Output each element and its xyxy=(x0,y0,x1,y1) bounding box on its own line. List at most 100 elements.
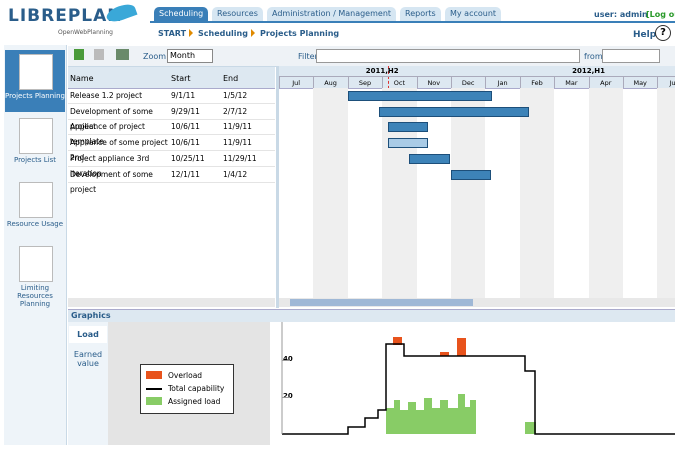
month-shade xyxy=(382,88,417,298)
gantt-bar[interactable] xyxy=(409,153,451,164)
cell: Project appliance 3rd iteration xyxy=(70,153,150,178)
gantt-bar[interactable] xyxy=(451,169,491,180)
month-shade xyxy=(313,88,348,298)
filter-input[interactable] xyxy=(316,49,580,63)
cell: 11/29/11 xyxy=(223,153,257,163)
sidebar-item[interactable]: Projects List xyxy=(13,156,57,164)
y-tick xyxy=(282,360,290,361)
nav-tab[interactable]: Scheduling xyxy=(154,7,209,21)
period-label: 2012,H1 xyxy=(485,67,675,77)
scroll-thumb[interactable] xyxy=(290,299,473,306)
table-row[interactable]: Appliance of project template 10/6/11 11/9… xyxy=(68,119,275,146)
table-row[interactable]: Development of some project 12/1/11 1/4/12 xyxy=(68,167,275,194)
sidebar-item[interactable]: Limiting Resources Planning xyxy=(17,284,53,308)
column-header: Start xyxy=(171,74,191,83)
y-tick-label: 20 xyxy=(283,392,293,400)
month-divider xyxy=(451,77,452,88)
table-row[interactable]: Development of some project 9/29/11 2/7/12 xyxy=(68,104,275,131)
y-tick xyxy=(282,397,290,398)
copy-button[interactable] xyxy=(94,49,104,60)
legend-swatch xyxy=(146,388,162,390)
month-label: Aug xyxy=(324,79,337,87)
legend-swatch xyxy=(146,371,162,379)
month-label: Sep xyxy=(358,79,372,87)
month-shade xyxy=(451,88,486,298)
gantt-bar[interactable] xyxy=(379,106,529,117)
nav-tab[interactable]: Reports xyxy=(400,7,441,21)
graphics-header xyxy=(68,309,675,322)
breadcrumb[interactable]: Projects Planning xyxy=(260,29,340,38)
graphics-tab[interactable]: Load xyxy=(69,326,107,343)
month-divider xyxy=(347,77,349,88)
table-row[interactable]: Release 1.2 project 9/1/11 1/5/12 xyxy=(68,88,275,104)
month-divider xyxy=(588,77,590,88)
sidebar-icon[interactable] xyxy=(19,182,53,218)
column-header: Name xyxy=(70,74,94,83)
month-divider xyxy=(279,77,280,88)
sidebar-icon[interactable] xyxy=(19,54,53,90)
cell: 1/5/12 xyxy=(223,91,248,100)
month-shade xyxy=(588,88,623,298)
y-tick-label: 40 xyxy=(283,355,293,363)
table-row[interactable]: Appliance of some project 2nd 10/6/11 11/9… xyxy=(68,135,275,162)
month-label: Jan xyxy=(497,79,508,87)
cell: Appliance of project template xyxy=(70,122,145,147)
month-label: Jun xyxy=(669,79,675,87)
month-divider xyxy=(657,77,659,88)
cell: Development of some project xyxy=(70,106,153,131)
print-button[interactable] xyxy=(116,49,129,60)
logo: LIBREPLAN xyxy=(8,6,123,26)
month-label: Nov xyxy=(427,79,441,87)
cell: 10/6/11 xyxy=(171,122,200,132)
breadcrumb[interactable]: START xyxy=(158,29,187,38)
new-button[interactable] xyxy=(74,49,84,60)
gantt-bar[interactable] xyxy=(347,91,492,101)
nav-tab[interactable]: My account xyxy=(445,7,502,21)
legend-label: Assigned load xyxy=(168,397,221,406)
sidebar-icon[interactable] xyxy=(19,118,53,154)
table-row[interactable]: Project appliance 3rd iteration 10/25/11 1… xyxy=(68,151,275,178)
month-label: Apr xyxy=(600,79,612,87)
zoom-select[interactable]: Month xyxy=(167,49,213,63)
tab-underline xyxy=(150,21,675,23)
month-divider xyxy=(485,77,487,88)
cell: 9/29/11 xyxy=(171,106,200,116)
gantt-scrollbar[interactable] xyxy=(279,298,675,307)
cell: 11/9/11 xyxy=(223,138,252,148)
overload xyxy=(393,337,402,345)
graphics-title: Graphics xyxy=(71,311,111,320)
help-icon[interactable]: ? xyxy=(655,25,671,41)
month-label: Jul xyxy=(292,79,301,87)
table-scrollbar[interactable] xyxy=(68,298,275,307)
sidebar-item[interactable]: Projects Planning xyxy=(5,92,65,100)
period-label: 2011,H2 xyxy=(279,67,486,77)
nav-tab[interactable]: Resources xyxy=(212,7,263,21)
month-divider xyxy=(554,77,556,88)
month-label: May xyxy=(633,79,647,87)
cell: Development of some project xyxy=(70,169,153,194)
logout-link[interactable]: [Log ou xyxy=(646,10,675,19)
overload xyxy=(440,352,449,356)
from-input[interactable] xyxy=(602,49,660,63)
load-chart xyxy=(270,322,675,445)
sidebar-item[interactable]: Resource Usage xyxy=(6,220,64,228)
cell: 9/1/11 xyxy=(171,91,196,100)
sidebar-icon[interactable] xyxy=(19,246,53,282)
nav-tab[interactable]: Administration / Management xyxy=(267,7,397,21)
month-divider xyxy=(519,77,521,88)
graphics-tab[interactable]: Earned value xyxy=(73,350,103,368)
cell: Appliance of some project 2nd xyxy=(70,138,168,163)
month-divider xyxy=(382,77,384,88)
breadcrumb[interactable]: Scheduling xyxy=(198,29,248,38)
month-divider xyxy=(313,77,315,88)
breadcrumb-sep xyxy=(251,29,255,37)
legend-label: Total capability xyxy=(168,384,225,393)
gantt-bar[interactable] xyxy=(387,122,428,133)
breadcrumb-sep xyxy=(189,29,193,37)
month-shade xyxy=(657,88,675,298)
gantt-bar[interactable] xyxy=(387,138,428,149)
tagline: OpenWebPlanning xyxy=(58,29,113,36)
help-link[interactable]: Help xyxy=(633,30,657,40)
filter-label: Filter xyxy=(298,52,318,61)
assigned-load xyxy=(386,394,536,434)
